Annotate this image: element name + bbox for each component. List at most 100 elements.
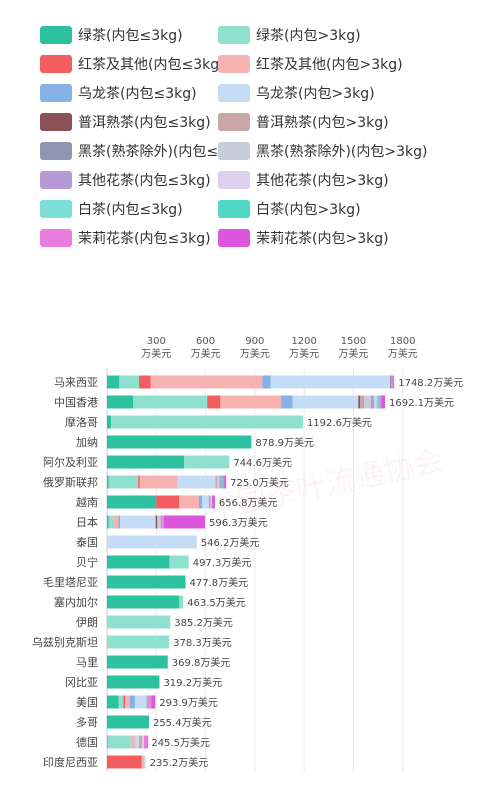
x-tick-unit: 万美元 (191, 347, 221, 360)
category-label: 俄罗斯联邦 (43, 476, 98, 489)
legend-item[interactable]: 乌龙茶(内包≤3kg) (40, 82, 197, 104)
legend-swatch (40, 113, 72, 131)
legend-label: 白茶(内包≤3kg) (78, 202, 183, 218)
bar-segment (135, 735, 140, 749)
legend-swatch (40, 55, 72, 73)
legend-item[interactable]: 茉莉花茶(内包>3kg) (218, 227, 389, 249)
category-label: 德国 (76, 735, 98, 749)
bar-segment (120, 515, 156, 529)
x-tick-unit: 万美元 (289, 347, 319, 360)
bar-segment (392, 375, 394, 389)
x-tick-unit: 万美元 (240, 347, 270, 360)
bar-segment (157, 515, 161, 529)
total-label: 878.9万美元 (255, 436, 314, 449)
total-label: 235.2万美元 (150, 756, 209, 769)
bar-segment (262, 375, 271, 389)
bar-segment (184, 455, 230, 469)
bar-segment (107, 495, 157, 509)
x-tick-label: 600 (196, 336, 215, 347)
legend-item[interactable]: 黑茶(熟茶除外)(内包≤3kg) (40, 140, 249, 162)
total-label: 656.8万美元 (219, 496, 278, 509)
legend-swatch (40, 26, 72, 44)
bar-segment (370, 395, 374, 409)
legend-label: 普洱熟茶(内包>3kg) (256, 115, 389, 131)
category-label: 日本 (76, 515, 98, 529)
legend-item[interactable]: 红茶及其他(内包>3kg) (218, 53, 403, 75)
legend-item[interactable]: 普洱熟茶(内包>3kg) (218, 111, 389, 133)
bar-segment (107, 655, 168, 669)
bar-segment (221, 475, 223, 489)
total-label: 744.6万美元 (233, 456, 292, 469)
bar-segment (107, 455, 185, 469)
x-tick-label: 900 (245, 336, 264, 347)
legend-item[interactable]: 茉莉花茶(内包≤3kg) (40, 227, 211, 249)
legend-item[interactable]: 红茶及其他(内包≤3kg) (40, 53, 225, 75)
bar-segment (107, 635, 170, 649)
x-tick-label: 1800 (390, 336, 415, 347)
legend-label: 红茶及其他(内包>3kg) (256, 57, 403, 73)
total-label: 245.5万美元 (151, 736, 210, 749)
bar-segment (292, 395, 359, 409)
bar-segment (107, 415, 112, 429)
legend-item[interactable]: 乌龙茶(内包>3kg) (218, 82, 375, 104)
bar-segment (107, 375, 120, 389)
legend-item[interactable]: 普洱熟茶(内包≤3kg) (40, 111, 211, 133)
legend-item[interactable]: 其他花茶(内包>3kg) (218, 169, 389, 191)
category-label: 印度尼西亚 (43, 755, 98, 769)
legend-label: 乌龙茶(内包>3kg) (256, 86, 375, 102)
legend-swatch (218, 200, 250, 218)
bar-segment (125, 695, 131, 709)
bar-segment (147, 735, 149, 749)
bar-segment (108, 475, 139, 489)
bar-segment (143, 755, 146, 769)
bar-segment (219, 475, 222, 489)
legend-label: 黑茶(熟茶除外)(内包≤3kg) (78, 144, 250, 160)
legend-item[interactable]: 白茶(内包>3kg) (218, 198, 361, 220)
legend-swatch (40, 171, 72, 189)
category-label: 美国 (76, 696, 98, 709)
bar-segment (107, 735, 131, 749)
bar-segment (107, 595, 180, 609)
bar-segment (134, 695, 147, 709)
bar-segment (151, 695, 156, 709)
category-label: 中国香港 (54, 396, 98, 409)
category-label: 伊朗 (76, 616, 98, 629)
total-label: 596.3万美元 (209, 516, 268, 529)
bar-segment (363, 395, 365, 409)
total-label: 385.2万美元 (174, 616, 233, 629)
total-label: 463.5万美元 (187, 596, 246, 609)
legend-swatch (218, 171, 250, 189)
bar-segment (133, 395, 208, 409)
bar-segment (111, 415, 303, 429)
legend-label: 红茶及其他(内包≤3kg) (78, 57, 225, 73)
bar-segment (381, 395, 386, 409)
legend-item[interactable]: 其他花茶(内包≤3kg) (40, 169, 211, 191)
legend-swatch (40, 229, 72, 247)
legend-label: 绿茶(内包≤3kg) (78, 28, 183, 44)
legend-swatch (218, 84, 250, 102)
total-label: 378.3万美元 (173, 636, 232, 649)
legend-item[interactable]: 白茶(内包≤3kg) (40, 198, 183, 220)
legend-label: 茉莉花茶(内包≤3kg) (78, 231, 211, 247)
category-label: 越南 (76, 495, 98, 509)
x-tick-unit: 万美元 (388, 347, 418, 360)
legend-label: 茉莉花茶(内包>3kg) (256, 231, 389, 247)
bar-segment (107, 755, 142, 769)
bar-segment (210, 495, 213, 509)
bar-segment (215, 475, 218, 489)
legend-item[interactable]: 绿茶(内包≤3kg) (40, 24, 183, 46)
bar-segment (376, 395, 379, 409)
total-label: 319.2万美元 (163, 676, 222, 689)
bar-segment (113, 515, 119, 529)
legend-swatch (218, 55, 250, 73)
bar-segment (107, 575, 186, 589)
bar-segment (139, 475, 178, 489)
legend-item[interactable]: 黑茶(熟茶除外)(内包>3kg) (218, 140, 427, 162)
bar-segment (207, 395, 221, 409)
bar-segment (379, 395, 382, 409)
bar-segment (378, 395, 380, 409)
legend-item[interactable]: 绿茶(内包>3kg) (218, 24, 361, 46)
legend-label: 乌龙茶(内包≤3kg) (78, 86, 197, 102)
category-label: 贝宁 (76, 555, 98, 569)
category-label: 冈比亚 (65, 676, 98, 689)
